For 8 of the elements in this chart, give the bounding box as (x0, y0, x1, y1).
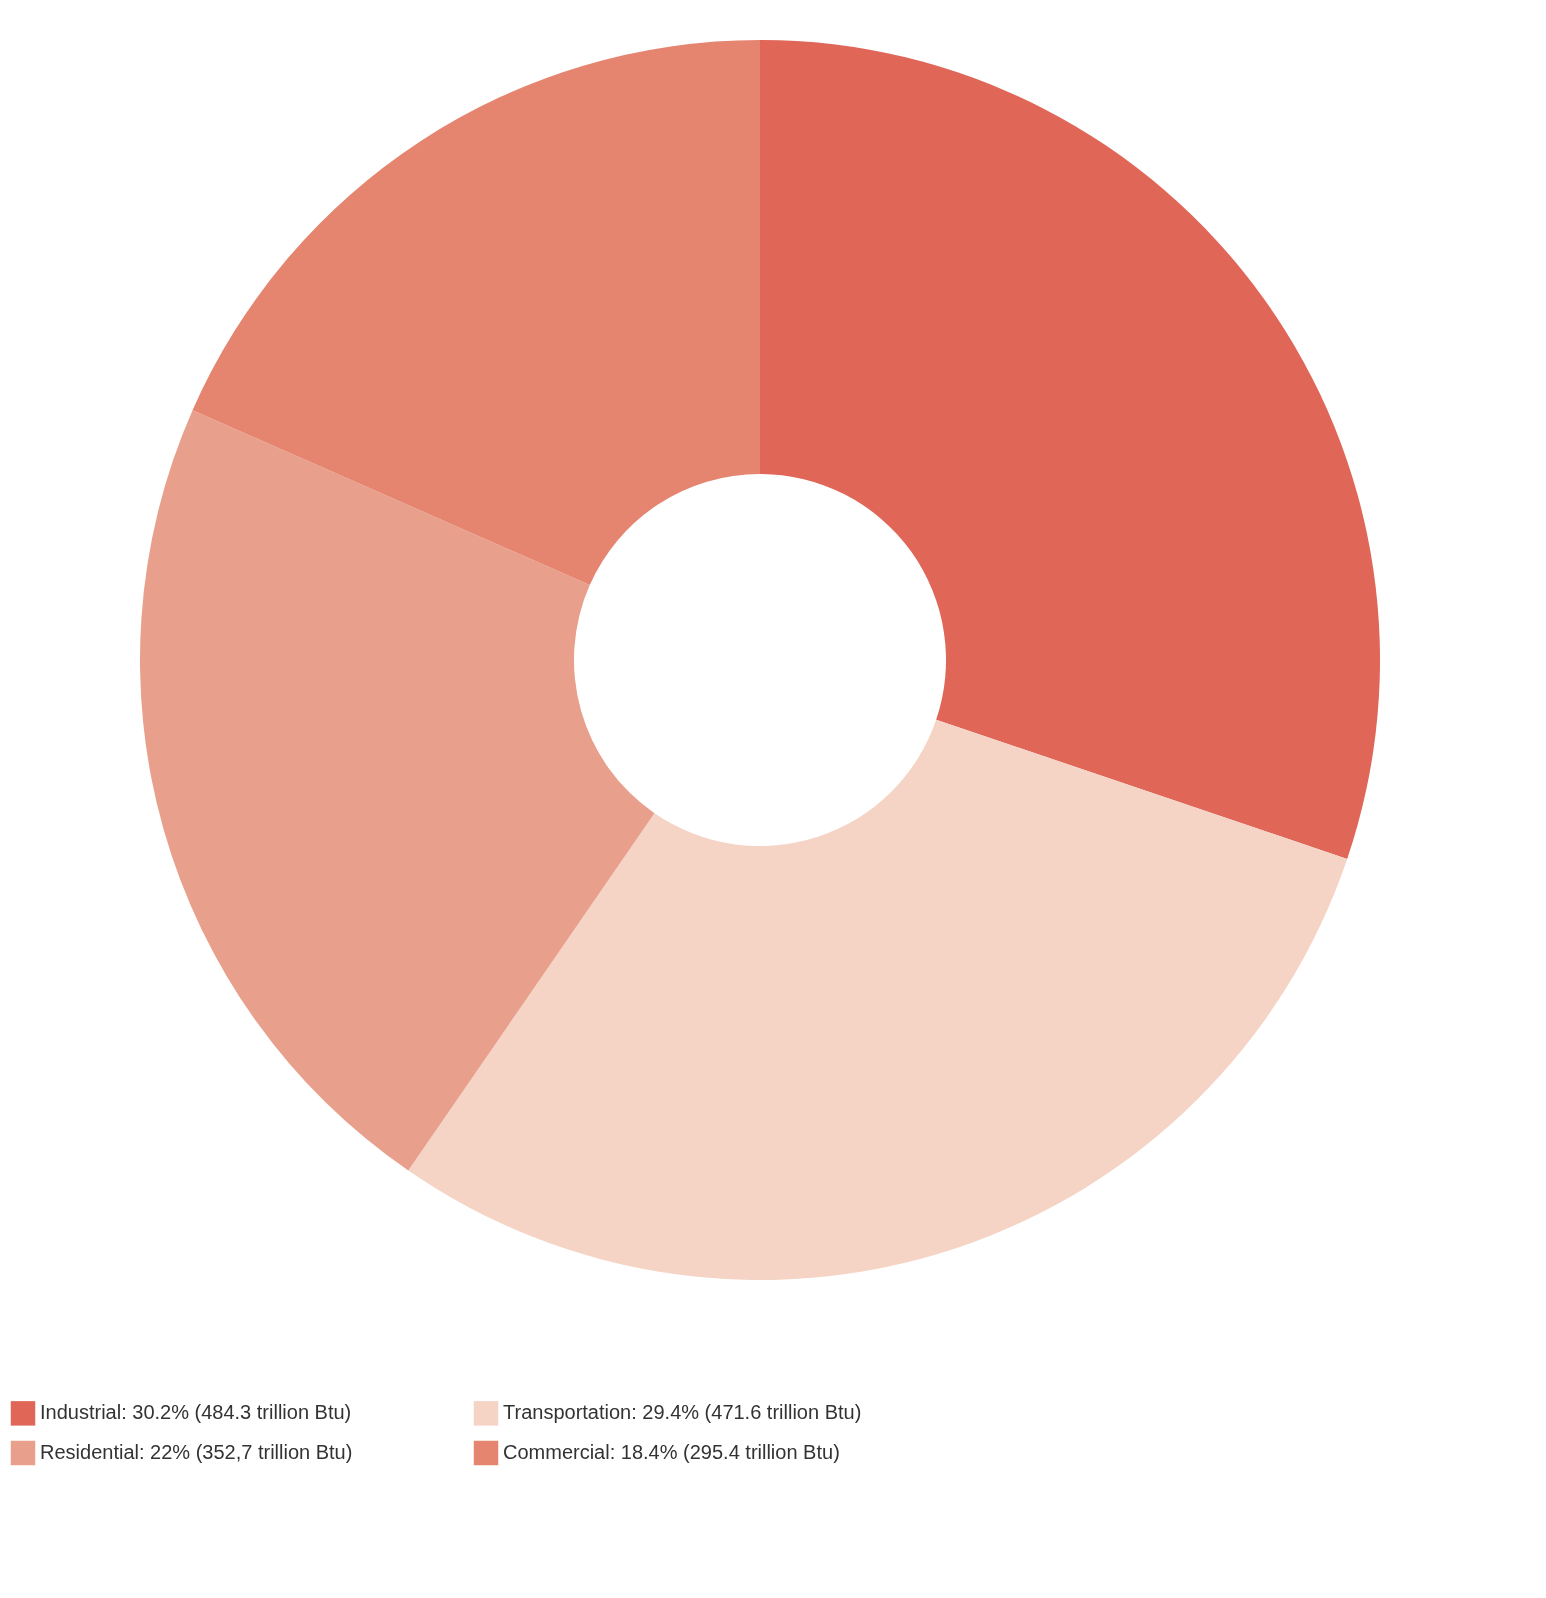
legend-label: Industrial: 30.2% (484.3 trillion Btu) (40, 1401, 352, 1424)
donut-slice (140, 410, 655, 1171)
donut-slice (408, 719, 1348, 1280)
donut-slice (760, 40, 1380, 859)
donut-slice (192, 40, 760, 586)
legend-label: Commercial: 18.4% (295.4 trillion Btu) (503, 1441, 840, 1463)
legend-label: Residential: 22% (352,7 trillion Btu) (40, 1441, 353, 1463)
legend-label: Transportation: 29.4% (471.6 trillion Btu) (503, 1401, 862, 1424)
